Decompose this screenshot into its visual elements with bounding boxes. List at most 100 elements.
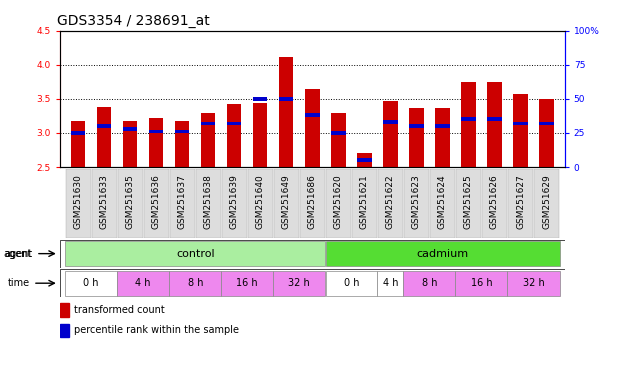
- Bar: [66, 169, 91, 238]
- Text: 4 h: 4 h: [136, 278, 151, 288]
- Bar: [65, 271, 117, 296]
- Text: 0 h: 0 h: [83, 278, 99, 288]
- Text: agent: agent: [3, 248, 32, 259]
- Text: 32 h: 32 h: [522, 278, 545, 288]
- Text: 16 h: 16 h: [237, 278, 258, 288]
- Text: GDS3354 / 238691_at: GDS3354 / 238691_at: [57, 14, 210, 28]
- Text: 0 h: 0 h: [344, 278, 360, 288]
- Text: GSM251633: GSM251633: [100, 174, 109, 229]
- Bar: [71, 121, 85, 167]
- Text: GSM251635: GSM251635: [126, 174, 134, 229]
- Bar: [149, 130, 163, 133]
- Bar: [170, 169, 195, 238]
- Text: 8 h: 8 h: [422, 278, 437, 288]
- Text: GSM251626: GSM251626: [490, 174, 499, 229]
- Bar: [123, 127, 138, 131]
- Bar: [274, 169, 299, 238]
- Bar: [435, 108, 450, 167]
- Bar: [149, 118, 163, 167]
- Bar: [352, 169, 377, 238]
- Text: percentile rank within the sample: percentile rank within the sample: [74, 325, 239, 335]
- Bar: [487, 118, 502, 121]
- Bar: [300, 169, 325, 238]
- Text: 4 h: 4 h: [382, 278, 398, 288]
- Bar: [482, 169, 507, 238]
- Bar: [279, 97, 293, 101]
- Bar: [60, 324, 69, 337]
- Bar: [123, 121, 138, 167]
- Text: GSM251636: GSM251636: [151, 174, 161, 229]
- Bar: [540, 121, 553, 125]
- Bar: [60, 303, 69, 317]
- Bar: [253, 97, 268, 101]
- Text: 8 h: 8 h: [187, 278, 203, 288]
- Bar: [221, 271, 273, 296]
- Bar: [201, 121, 215, 125]
- Bar: [326, 241, 560, 266]
- Bar: [534, 169, 559, 238]
- Bar: [383, 120, 398, 124]
- Bar: [227, 104, 242, 167]
- Bar: [456, 271, 507, 296]
- Bar: [410, 108, 423, 167]
- Text: GSM251638: GSM251638: [204, 174, 213, 229]
- Text: GSM251637: GSM251637: [178, 174, 187, 229]
- Bar: [410, 124, 423, 128]
- Bar: [514, 94, 528, 167]
- Text: agent: agent: [4, 248, 33, 259]
- Text: GSM251639: GSM251639: [230, 174, 239, 229]
- Bar: [326, 169, 351, 238]
- Bar: [461, 82, 476, 167]
- Bar: [331, 131, 346, 135]
- Text: time: time: [8, 278, 30, 288]
- Text: cadmium: cadmium: [416, 248, 469, 259]
- Bar: [403, 271, 456, 296]
- Text: GSM251622: GSM251622: [386, 174, 395, 229]
- Bar: [540, 99, 553, 167]
- Bar: [507, 271, 560, 296]
- Bar: [378, 169, 403, 238]
- Bar: [514, 121, 528, 125]
- Text: transformed count: transformed count: [74, 305, 164, 315]
- Bar: [175, 130, 189, 133]
- Text: control: control: [176, 248, 215, 259]
- Bar: [357, 153, 372, 167]
- Bar: [71, 131, 85, 135]
- Bar: [279, 56, 293, 167]
- Text: GSM251686: GSM251686: [308, 174, 317, 229]
- Text: GSM251625: GSM251625: [464, 174, 473, 229]
- Bar: [377, 271, 403, 296]
- Bar: [118, 169, 143, 238]
- Bar: [305, 113, 319, 117]
- Bar: [221, 169, 247, 238]
- Bar: [253, 103, 268, 167]
- Text: GSM251640: GSM251640: [256, 174, 265, 229]
- Bar: [487, 82, 502, 167]
- Bar: [169, 271, 221, 296]
- Bar: [305, 89, 319, 167]
- Bar: [201, 113, 215, 167]
- Bar: [227, 121, 242, 125]
- Bar: [331, 113, 346, 167]
- Bar: [357, 158, 372, 162]
- Bar: [508, 169, 533, 238]
- Text: GSM251627: GSM251627: [516, 174, 525, 229]
- Bar: [435, 124, 450, 128]
- Bar: [430, 169, 455, 238]
- Text: GSM251620: GSM251620: [334, 174, 343, 229]
- Bar: [117, 271, 169, 296]
- Bar: [97, 107, 111, 167]
- Text: GSM251623: GSM251623: [412, 174, 421, 229]
- Text: GSM251649: GSM251649: [282, 174, 291, 229]
- Bar: [248, 169, 273, 238]
- Bar: [383, 101, 398, 167]
- Bar: [91, 169, 117, 238]
- Bar: [196, 169, 221, 238]
- Bar: [326, 271, 377, 296]
- Bar: [65, 241, 326, 266]
- Bar: [461, 118, 476, 121]
- Bar: [404, 169, 429, 238]
- Text: GSM251629: GSM251629: [542, 174, 551, 229]
- Text: GSM251621: GSM251621: [360, 174, 369, 229]
- Bar: [97, 124, 111, 128]
